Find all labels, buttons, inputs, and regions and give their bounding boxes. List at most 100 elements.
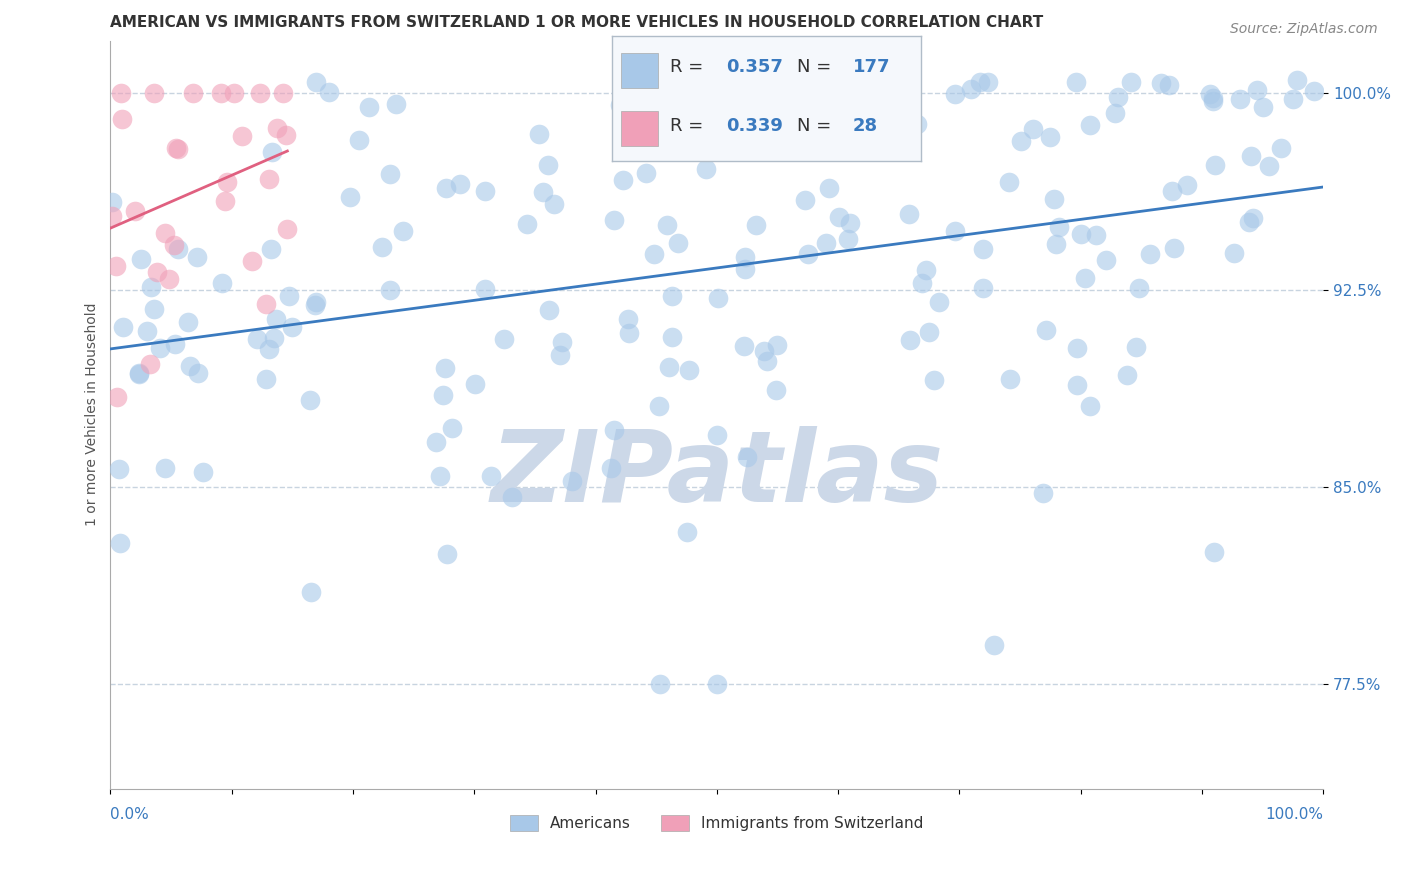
Point	[425, 435, 447, 450]
Point	[429, 469, 451, 483]
Point	[543, 196, 565, 211]
Point	[537, 302, 560, 317]
Point	[163, 238, 186, 252]
Point	[142, 87, 165, 101]
Point	[1066, 75, 1088, 89]
Point	[943, 224, 966, 238]
Point	[1022, 122, 1045, 136]
Point	[905, 117, 928, 131]
Point	[128, 366, 150, 380]
Point	[915, 262, 938, 277]
Point	[246, 333, 269, 347]
Point	[1078, 118, 1101, 132]
Point	[837, 232, 859, 246]
Text: N =: N =	[797, 58, 837, 76]
Text: ZIPatlas: ZIPatlas	[491, 426, 943, 523]
Point	[434, 361, 457, 376]
Point	[501, 490, 523, 504]
Point	[1282, 92, 1305, 106]
Bar	[621, 111, 658, 145]
Point	[1119, 75, 1142, 89]
Point	[1157, 78, 1180, 92]
Point	[111, 112, 134, 127]
Point	[1175, 178, 1198, 192]
Point	[612, 173, 634, 187]
Point	[1239, 215, 1261, 229]
Point	[105, 390, 128, 404]
Point	[434, 181, 457, 195]
Point	[1039, 130, 1062, 145]
Point	[1223, 246, 1246, 260]
Point	[666, 235, 689, 250]
Point	[548, 348, 571, 362]
Point	[1240, 149, 1263, 163]
Point	[828, 211, 851, 225]
Text: 177: 177	[853, 58, 890, 76]
Text: N =: N =	[797, 117, 837, 135]
Point	[972, 242, 994, 256]
Point	[602, 423, 624, 437]
Point	[305, 75, 328, 89]
Point	[209, 87, 232, 101]
Point	[752, 343, 775, 358]
Point	[280, 320, 302, 334]
Point	[276, 222, 298, 236]
Point	[1202, 91, 1225, 105]
Point	[124, 204, 146, 219]
Point	[897, 124, 920, 138]
Text: AMERICAN VS IMMIGRANTS FROM SWITZERLAND 1 OR MORE VEHICLES IN HOUSEHOLD CORRELAT: AMERICAN VS IMMIGRANTS FROM SWITZERLAND …	[111, 15, 1043, 30]
Point	[676, 525, 699, 540]
Point	[474, 184, 496, 198]
Point	[153, 227, 176, 241]
Point	[838, 216, 860, 230]
Point	[179, 359, 201, 374]
Point	[1085, 227, 1108, 242]
Point	[695, 161, 717, 176]
Point	[1258, 159, 1281, 173]
Point	[274, 128, 297, 142]
Point	[735, 450, 758, 464]
Point	[186, 250, 208, 264]
Point	[634, 166, 657, 180]
Point	[617, 74, 640, 88]
Point	[1032, 486, 1054, 500]
Point	[191, 465, 214, 479]
Point	[928, 295, 950, 310]
Point	[449, 177, 471, 191]
Point	[766, 338, 789, 352]
Point	[977, 74, 1000, 88]
Point	[110, 87, 132, 101]
Point	[474, 282, 496, 296]
Point	[1045, 237, 1067, 252]
Point	[827, 74, 849, 88]
Point	[318, 85, 340, 99]
Point	[479, 469, 502, 483]
Point	[796, 247, 818, 261]
Point	[266, 120, 288, 135]
Point	[384, 96, 406, 111]
Point	[304, 295, 326, 310]
Point	[254, 372, 277, 386]
Point	[259, 172, 281, 186]
Point	[735, 122, 758, 136]
Point	[1078, 399, 1101, 413]
Point	[561, 474, 583, 488]
Point	[1066, 341, 1088, 355]
Point	[1202, 545, 1225, 559]
Point	[706, 428, 728, 442]
Point	[214, 194, 236, 209]
Text: Source: ZipAtlas.com: Source: ZipAtlas.com	[1230, 22, 1378, 37]
Point	[165, 141, 187, 155]
Point	[112, 320, 135, 334]
Point	[101, 195, 124, 210]
Point	[793, 193, 815, 207]
Point	[818, 181, 841, 195]
Point	[142, 302, 165, 317]
Point	[678, 363, 700, 377]
Point	[765, 383, 787, 397]
Point	[392, 224, 415, 238]
Point	[1198, 87, 1220, 101]
Point	[616, 312, 638, 326]
Point	[756, 353, 779, 368]
Point	[139, 357, 162, 371]
